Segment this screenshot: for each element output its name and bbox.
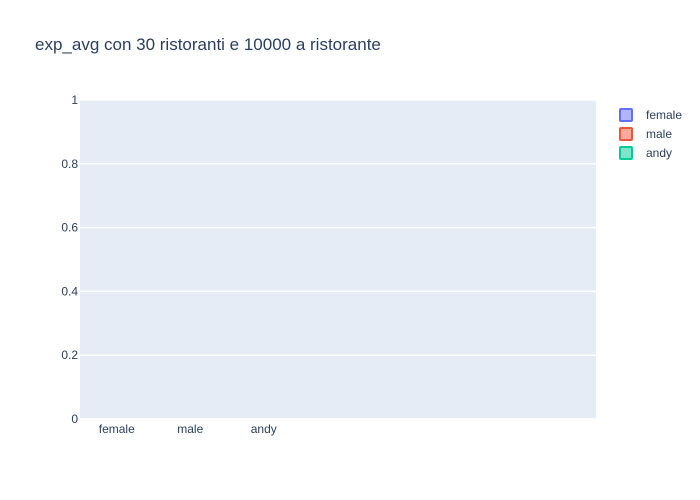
y-tick-label: 0.8 — [61, 157, 78, 171]
plot-area — [80, 100, 596, 419]
x-tick-label-female: female — [99, 422, 135, 436]
legend: female male andy — [620, 108, 682, 160]
legend-item-male[interactable]: male — [620, 127, 672, 141]
legend-item-andy[interactable]: andy — [620, 146, 672, 160]
y-tick-label: 0.2 — [61, 348, 78, 362]
y-tick-label: 0.4 — [61, 284, 78, 298]
chart-title: exp_avg con 30 ristoranti e 10000 a rist… — [35, 35, 381, 54]
x-tick-label-male: male — [177, 422, 203, 436]
y-tick-label: 0 — [71, 412, 78, 426]
legend-item-female[interactable]: female — [620, 108, 682, 122]
y-tick-label: 0.6 — [61, 221, 78, 235]
legend-label-andy: andy — [646, 146, 672, 160]
y-tick-label: 1 — [71, 93, 78, 107]
x-axis-ticks: female male andy — [99, 422, 277, 436]
y-axis-ticks: 0 0.2 0.4 0.6 0.8 1 — [61, 93, 78, 426]
legend-label-male: male — [646, 127, 672, 141]
legend-swatch-female — [620, 109, 632, 121]
legend-swatch-andy — [620, 147, 632, 159]
x-tick-label-andy: andy — [251, 422, 277, 436]
legend-swatch-male — [620, 128, 632, 140]
legend-label-female: female — [646, 108, 682, 122]
